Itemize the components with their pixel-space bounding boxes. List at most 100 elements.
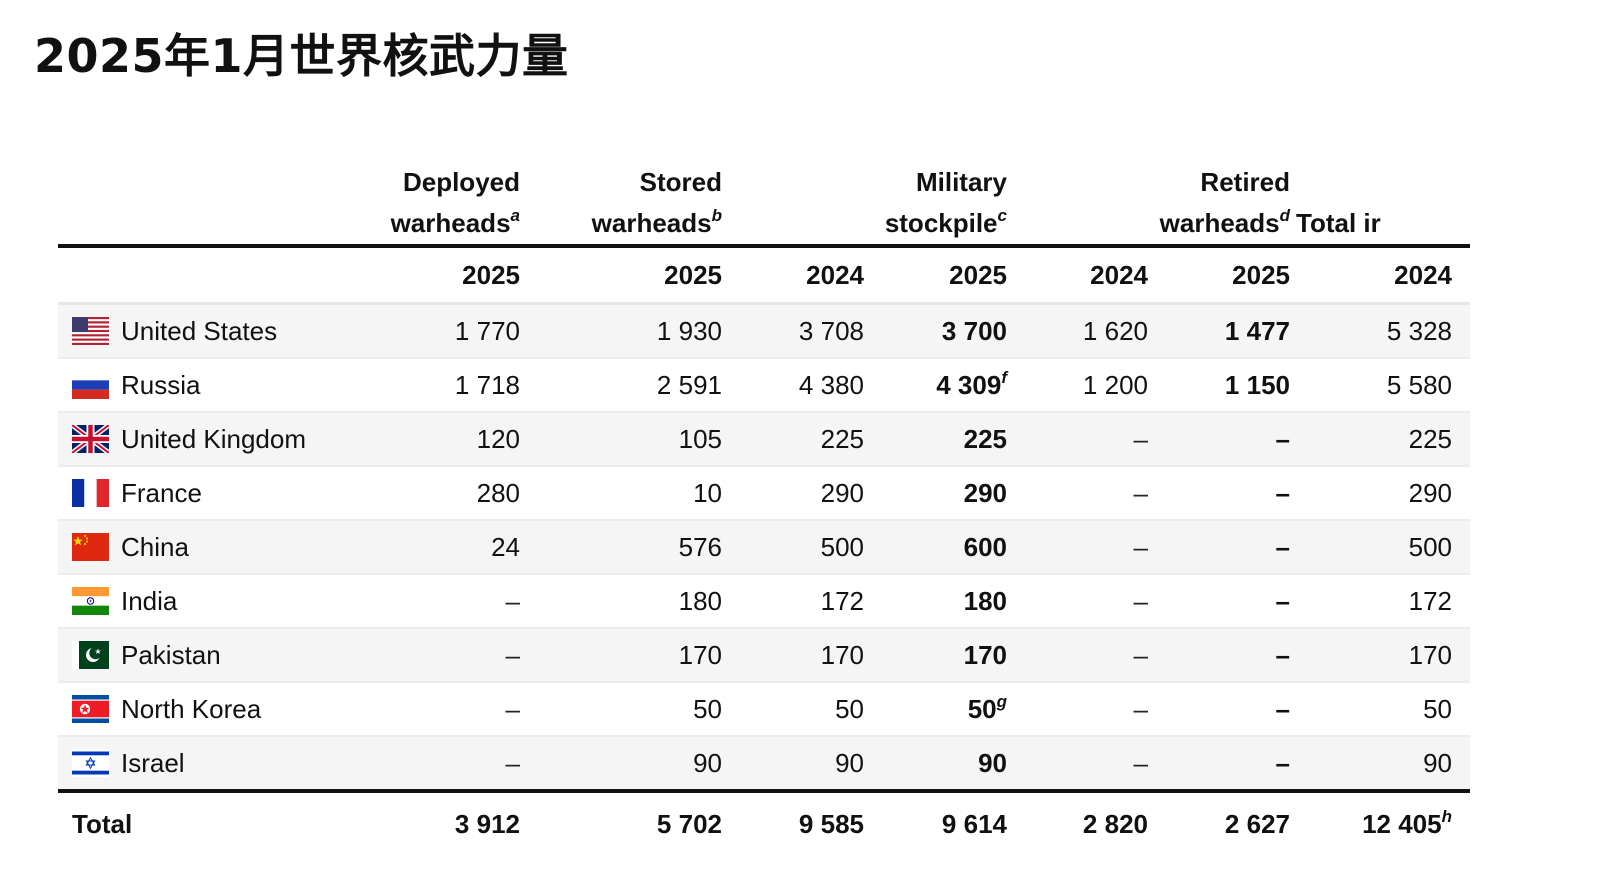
table-row-north-korea: North Korea – 50 50 50g – – 50: [58, 682, 1470, 737]
year-total-2024: 2024: [1290, 246, 1452, 305]
footnote-f: f: [1001, 367, 1007, 387]
military-2024-value: 4 380: [722, 358, 864, 413]
retired-2025-value: 1 477: [1148, 303, 1290, 359]
deployed-value: 120: [371, 412, 520, 467]
stored-warheads-header: Stored warheadsb: [520, 148, 722, 248]
stored-value: 105: [520, 412, 722, 467]
deployed-value: –: [371, 682, 520, 737]
country-cell: United Kingdom: [58, 412, 371, 467]
military-2024-value: 172: [722, 574, 864, 629]
military-2025-value: 170: [864, 628, 1007, 683]
year-stored: 2025: [520, 246, 722, 305]
total-military-2024: 9 585: [722, 789, 864, 855]
deployed-value: 1 718: [371, 358, 520, 413]
year-retired-2024: 2024: [1007, 246, 1148, 305]
table-row-united-states: United States 1 770 1 930 3 708 3 700 1 …: [58, 303, 1470, 359]
france-flag-icon: [72, 479, 109, 507]
total-deployed: 3 912: [371, 789, 520, 855]
military-2024-value: 500: [722, 520, 864, 575]
table-row-russia: Russia 1 718 2 591 4 380 4 309f 1 200 1 …: [58, 358, 1470, 413]
retired-2025-value: –: [1148, 682, 1290, 737]
total-2024-value: 500: [1290, 520, 1452, 575]
retired-2025-value: –: [1148, 412, 1290, 467]
military-stockpile-header: Military stockpilec: [722, 148, 1007, 248]
country-name: France: [121, 477, 202, 508]
retired-2025-value: –: [1148, 574, 1290, 629]
total-2024-value: 290: [1290, 466, 1452, 521]
footnote-h: h: [1441, 806, 1452, 826]
total-2024-value: 90: [1290, 736, 1452, 792]
north-korea-flag-icon: [72, 695, 109, 723]
deployed-value: 24: [371, 520, 520, 575]
footnote-c: c: [997, 206, 1007, 225]
stored-value: 1 930: [520, 303, 722, 359]
deployed-value: –: [371, 736, 520, 792]
military-2025-value: 600: [864, 520, 1007, 575]
deployed-value: –: [371, 574, 520, 629]
retired-2025-value: –: [1148, 628, 1290, 683]
uk-flag-icon: [72, 425, 109, 453]
country-cell: Russia: [58, 358, 371, 413]
deployed-value: 1 770: [371, 303, 520, 359]
us-flag-icon: [72, 317, 109, 345]
deployed-value: 280: [371, 466, 520, 521]
country-name: United Kingdom: [121, 423, 306, 454]
year-military-2024: 2024: [722, 246, 864, 305]
total-2024-value: 225: [1290, 412, 1452, 467]
military-2025-value: 4 309f: [864, 358, 1007, 413]
table-row-france: France 280 10 290 290 – – 290: [58, 466, 1470, 521]
total-inventory-2024: 12 405h: [1290, 789, 1452, 855]
total-retired-2025: 2 627: [1148, 789, 1290, 855]
country-name: China: [121, 531, 189, 562]
table-row-india: India – 180 172 180 – – 172: [58, 574, 1470, 629]
pakistan-flag-icon: [72, 641, 109, 669]
retired-2024-value: –: [1007, 466, 1148, 521]
stored-value: 10: [520, 466, 722, 521]
military-2024-value: 170: [722, 628, 864, 683]
stored-value: 90: [520, 736, 722, 792]
military-2024-value: 3 708: [722, 303, 864, 359]
year-retired-2025: 2025: [1148, 246, 1290, 305]
military-2025-value: 3 700: [864, 303, 1007, 359]
china-flag-icon: [72, 533, 109, 561]
country-column-header: [58, 148, 371, 248]
military-2025-value: 225: [864, 412, 1007, 467]
stored-value: 180: [520, 574, 722, 629]
deployed-warheads-header: Deployed warheadsa: [371, 148, 520, 248]
retired-2024-value: –: [1007, 736, 1148, 792]
country-name: Russia: [121, 369, 201, 400]
retired-2024-value: 1 620: [1007, 303, 1148, 359]
retired-warheads-header: Retired warheadsd: [1007, 148, 1290, 248]
total-2024-value: 170: [1290, 628, 1452, 683]
russia-flag-icon: [72, 371, 109, 399]
military-2025-value: 290: [864, 466, 1007, 521]
retired-2025-value: –: [1148, 736, 1290, 792]
deployed-value: –: [371, 628, 520, 683]
total-2024-value: 172: [1290, 574, 1452, 629]
nuclear-forces-table: Deployed warheadsa Stored warheadsb Mili…: [58, 148, 1470, 882]
retired-2024-value: –: [1007, 520, 1148, 575]
country-name: Israel: [121, 747, 185, 778]
country-name: North Korea: [121, 693, 262, 724]
total-2024-value: 5 328: [1290, 303, 1452, 359]
retired-2025-value: –: [1148, 466, 1290, 521]
total-row: Total 3 912 5 702 9 585 9 614 2 820 2 62…: [58, 789, 1470, 855]
retired-2025-value: 1 150: [1148, 358, 1290, 413]
stored-value: 2 591: [520, 358, 722, 413]
total-military-2025: 9 614: [864, 789, 1007, 855]
country-cell: Pakistan: [58, 628, 371, 683]
country-name: Pakistan: [121, 639, 221, 670]
military-2024-value: 290: [722, 466, 864, 521]
total-stored: 5 702: [520, 789, 722, 855]
footnote-d: d: [1279, 206, 1290, 225]
stored-value: 576: [520, 520, 722, 575]
military-2025-value: 90: [864, 736, 1007, 792]
total-inventory-header: Total ir: [1290, 148, 1470, 248]
country-cell: North Korea: [58, 682, 371, 737]
table-row-united-kingdom: United Kingdom 120 105 225 225 – – 225: [58, 412, 1470, 467]
retired-2024-value: –: [1007, 628, 1148, 683]
year-header-blank: [58, 246, 371, 305]
total-retired-2024: 2 820: [1007, 789, 1148, 855]
country-cell: Israel: [58, 736, 371, 792]
military-2025-value: 50g: [864, 682, 1007, 737]
